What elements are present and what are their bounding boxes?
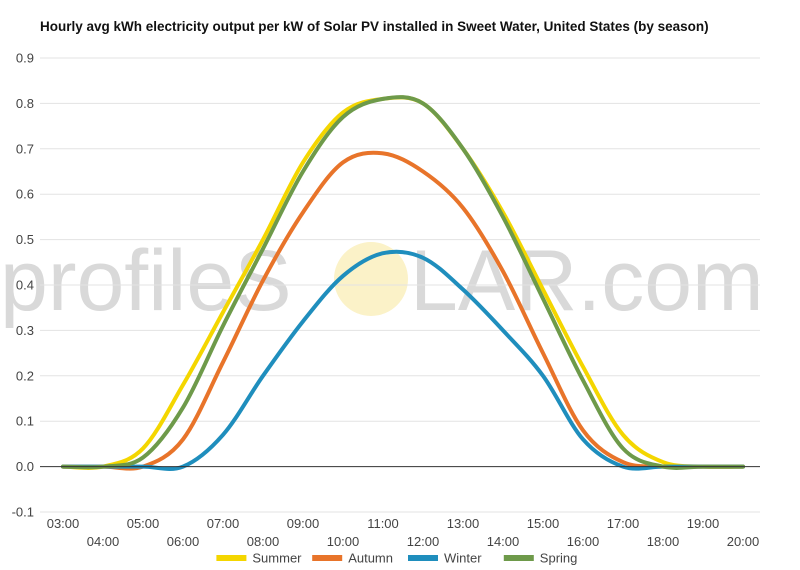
legend-label-winter: Winter bbox=[444, 551, 482, 566]
series-line-spring bbox=[61, 95, 745, 470]
x-tick-label: 09:00 bbox=[287, 516, 320, 531]
x-tick-label: 12:00 bbox=[407, 534, 440, 549]
x-tick-label: 07:00 bbox=[207, 516, 240, 531]
watermark-text-left: profileS bbox=[0, 233, 292, 329]
x-tick-label: 13:00 bbox=[447, 516, 480, 531]
x-tick-label: 18:00 bbox=[647, 534, 680, 549]
y-tick-label: 0.3 bbox=[16, 323, 34, 338]
y-tick-label: 0.5 bbox=[16, 232, 34, 247]
x-tick-label: 20:00 bbox=[727, 534, 760, 549]
x-tick-label: 16:00 bbox=[567, 534, 600, 549]
legend-swatch-summer bbox=[216, 555, 247, 561]
watermark-sun-icon bbox=[334, 242, 408, 316]
chart-title: Hourly avg kWh electricity output per kW… bbox=[40, 19, 709, 34]
legend-label-spring: Spring bbox=[540, 551, 578, 566]
y-tick-label: 0.9 bbox=[16, 51, 34, 66]
x-tick-label: 05:00 bbox=[127, 516, 160, 531]
legend-label-summer: Summer bbox=[252, 551, 302, 566]
y-tick-label: -0.1 bbox=[12, 505, 34, 520]
y-tick-label: 0.8 bbox=[16, 96, 34, 111]
x-tick-label: 19:00 bbox=[687, 516, 720, 531]
x-tick-label: 08:00 bbox=[247, 534, 280, 549]
x-tick-label: 03:00 bbox=[47, 516, 80, 531]
y-tick-label: 0.1 bbox=[16, 414, 34, 429]
legend-swatch-autumn bbox=[312, 555, 343, 561]
y-tick-label: 0.6 bbox=[16, 187, 34, 202]
x-tick-label: 14:00 bbox=[487, 534, 520, 549]
x-tick-label: 17:00 bbox=[607, 516, 640, 531]
y-tick-label: 0.7 bbox=[16, 141, 34, 156]
y-tick-label: 0.0 bbox=[16, 459, 34, 474]
y-tick-label: 0.4 bbox=[16, 278, 34, 293]
x-tick-label: 04:00 bbox=[87, 534, 120, 549]
legend-swatch-spring bbox=[503, 555, 534, 561]
y-tick-label: 0.2 bbox=[16, 368, 34, 383]
series-line-autumn bbox=[61, 150, 745, 471]
x-tick-label: 10:00 bbox=[327, 534, 360, 549]
x-tick-label: 11:00 bbox=[367, 516, 399, 531]
x-tick-label: 06:00 bbox=[167, 534, 200, 549]
legend-swatch-winter bbox=[408, 555, 438, 561]
watermark-text-right: LAR.com bbox=[410, 233, 764, 329]
x-tick-label: 15:00 bbox=[527, 516, 560, 531]
legend-label-autumn: Autumn bbox=[348, 551, 393, 566]
